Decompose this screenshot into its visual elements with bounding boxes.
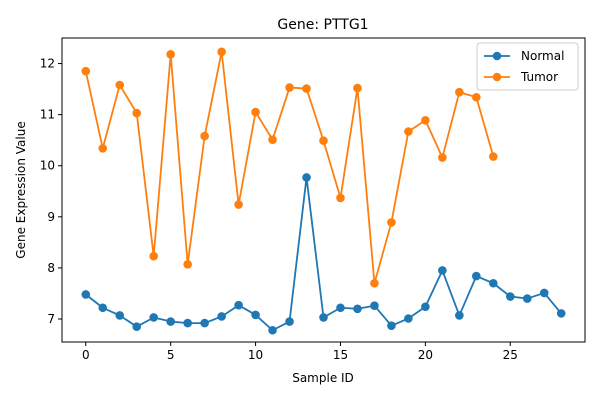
data-point-normal — [404, 314, 413, 323]
data-point-tumor — [149, 251, 158, 261]
data-point-normal — [556, 309, 566, 318]
data-point-normal — [200, 318, 209, 328]
data-point-normal — [115, 311, 125, 320]
x-tick-label: 20 — [418, 348, 433, 362]
data-point-tumor — [251, 107, 260, 117]
data-point-normal — [81, 290, 91, 299]
data-point-normal — [505, 292, 515, 301]
x-tick-label: 10 — [248, 348, 263, 362]
data-point-normal — [336, 303, 345, 313]
data-point-tumor — [302, 84, 311, 93]
legend-label-normal: Normal — [521, 49, 564, 63]
data-point-tumor — [132, 108, 142, 118]
legend-label-tumor: Tumor — [520, 70, 558, 84]
data-point-normal — [166, 317, 175, 326]
data-point-tumor — [353, 83, 362, 93]
data-point-tumor — [166, 50, 175, 59]
data-point-normal — [539, 288, 549, 298]
data-point-normal — [353, 304, 362, 314]
plot-area — [81, 47, 566, 335]
x-axis: 0 5 10 15 20 25 — [82, 342, 518, 362]
data-point-normal — [302, 173, 311, 182]
data-point-normal — [370, 301, 379, 311]
data-point-tumor — [489, 152, 498, 161]
y-tick-label: 9 — [47, 210, 55, 224]
data-point-normal — [98, 303, 108, 313]
data-point-tumor — [336, 193, 345, 203]
data-point-normal — [251, 310, 260, 320]
data-point-tumor — [285, 83, 294, 92]
y-tick-label: 7 — [47, 312, 55, 326]
data-point-tumor — [319, 136, 328, 145]
data-point-tumor — [98, 144, 108, 153]
y-tick-label: 11 — [40, 108, 55, 122]
data-point-tumor — [404, 127, 413, 136]
data-point-normal — [234, 300, 243, 310]
data-point-normal — [522, 294, 532, 303]
x-axis-title: Sample ID — [292, 371, 354, 385]
data-point-tumor — [455, 87, 464, 97]
legend-marker-tumor — [492, 72, 502, 82]
data-point-normal — [285, 317, 294, 326]
legend-marker-normal — [492, 51, 502, 61]
y-axis: 7 8 9 10 11 12 — [40, 57, 62, 326]
data-point-tumor — [81, 66, 91, 76]
data-point-normal — [387, 321, 396, 330]
data-point-normal — [489, 278, 498, 288]
data-point-normal — [455, 311, 464, 320]
data-point-normal — [132, 322, 142, 331]
data-point-normal — [438, 266, 447, 275]
x-tick-label: 15 — [333, 348, 348, 362]
data-point-normal — [149, 313, 158, 322]
data-point-normal — [319, 313, 328, 322]
legend: Normal Tumor — [476, 42, 579, 91]
data-point-tumor — [200, 131, 209, 141]
data-point-tumor — [370, 278, 379, 288]
data-point-normal — [268, 325, 277, 335]
x-tick-label: 25 — [503, 348, 518, 362]
data-point-normal — [472, 271, 481, 281]
chart-title: Gene: PTTG1 — [277, 17, 368, 33]
data-point-tumor — [421, 115, 430, 125]
data-point-tumor — [268, 135, 277, 144]
y-axis-title: Gene Expression Value — [14, 121, 28, 258]
data-point-normal — [217, 312, 226, 321]
data-point-tumor — [183, 260, 192, 269]
y-tick-label: 8 — [47, 261, 55, 275]
data-point-tumor — [438, 153, 447, 162]
y-tick-label: 12 — [40, 57, 55, 71]
data-point-tumor — [472, 92, 481, 102]
data-point-tumor — [115, 80, 125, 90]
plot-frame — [61, 37, 586, 343]
x-tick-label: 0 — [82, 348, 90, 362]
data-point-normal — [183, 318, 192, 328]
data-point-tumor — [387, 218, 396, 227]
x-tick-label: 5 — [167, 348, 175, 362]
legend-box — [476, 42, 579, 91]
data-point-normal — [421, 302, 430, 312]
data-point-tumor — [217, 47, 226, 57]
y-tick-label: 10 — [40, 159, 55, 173]
data-point-tumor — [234, 200, 243, 209]
